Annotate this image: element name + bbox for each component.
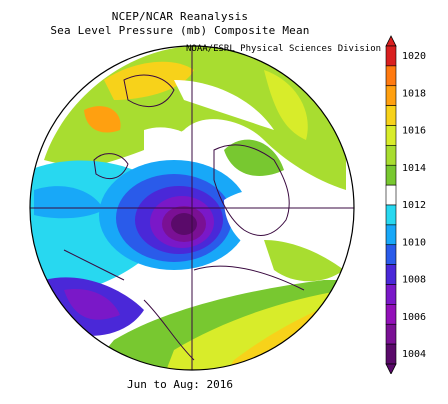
colorbar-swatch [385,264,397,285]
colorbar-top-arrow [385,35,397,47]
colorbar-tick-label: 1004 [402,349,426,360]
colorbar-swatch [385,164,397,186]
colorbar: 1020 1018 1016 1014 1012 1010 1008 1006 1004 [385,35,426,374]
date-range: Jun to Aug: 2016 [127,378,233,391]
credit-text: NOAA/ESRL Physical Sciences Division [186,44,382,54]
map-subtitle: Sea Level Pressure (mb) Composite Mean [50,24,310,37]
colorbar-tick-label: 1016 [402,126,426,137]
colorbar-swatch [385,343,397,365]
colorbar-swatch [385,65,397,87]
colorbar-swatch [385,85,397,106]
colorbar-labels: 1020 1018 1016 1014 1012 1010 1008 1006 1004 [402,51,426,360]
colorbar-tick-label: 1006 [402,312,426,323]
colorbar-tick-label: 1010 [402,237,426,248]
colorbar-swatch [385,105,397,126]
colorbar-swatch [385,284,397,305]
pressure-field [30,46,354,370]
colorbar-swatch [385,244,397,265]
colorbar-swatch [385,45,397,67]
colorbar-swatch [385,125,397,146]
colorbar-swatch [385,204,397,226]
coastlines [63,74,305,361]
colorbar-swatch [385,304,397,325]
colorbar-swatch [385,145,397,166]
colorbar-tick-label: 1008 [402,275,426,286]
colorbar-tick-label: 1018 [402,88,426,99]
colorbar-swatches [385,35,397,374]
map-title: NCEP/NCAR Reanalysis [111,10,249,23]
colorbar-bottom-arrow [385,363,397,374]
colorbar-swatch [385,184,397,206]
colorbar-tick-label: 1014 [402,163,426,174]
colorbar-tick-label: 1012 [402,200,426,211]
polar-sea-level-pressure-map [29,45,355,371]
colorbar-tick-label: 1020 [402,51,426,62]
colorbar-swatch [385,224,397,246]
colorbar-swatch [385,323,397,345]
graticule [30,46,354,370]
